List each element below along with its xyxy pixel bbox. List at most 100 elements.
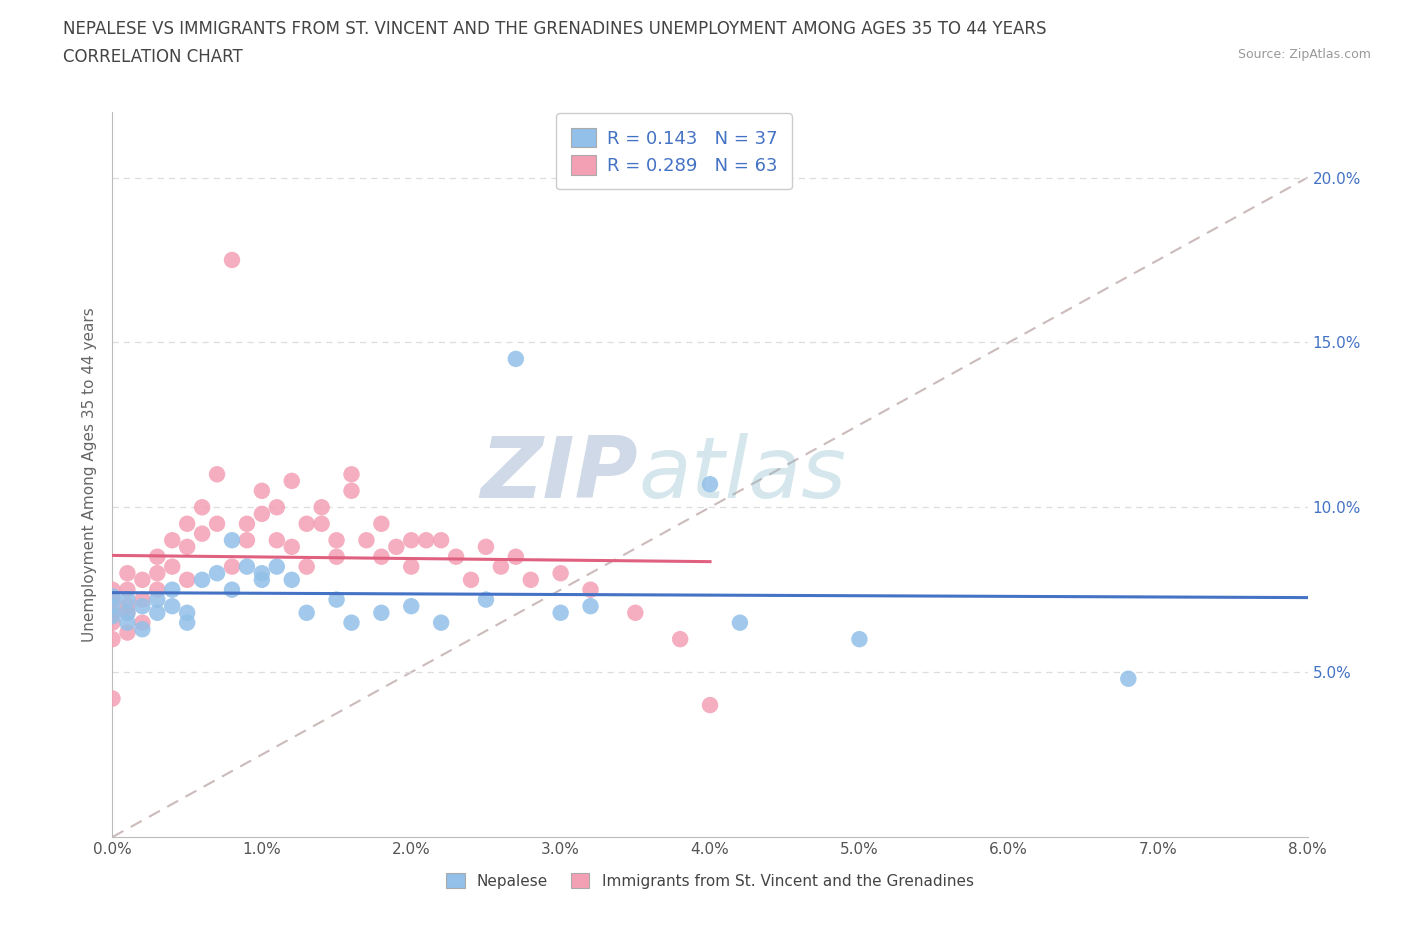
Point bbox=[579, 582, 602, 597]
Point bbox=[117, 605, 139, 620]
Point bbox=[205, 565, 228, 580]
Point bbox=[236, 516, 259, 531]
Point bbox=[162, 582, 183, 597]
Point bbox=[356, 533, 378, 548]
Point bbox=[191, 572, 214, 587]
Point bbox=[699, 698, 721, 712]
Point bbox=[236, 533, 259, 548]
Point bbox=[131, 622, 153, 637]
Point bbox=[295, 516, 318, 531]
Point bbox=[205, 516, 228, 531]
Point bbox=[162, 559, 183, 574]
Point bbox=[266, 533, 288, 548]
Point bbox=[101, 592, 124, 607]
Point bbox=[728, 616, 751, 631]
Point bbox=[221, 582, 243, 597]
Point bbox=[101, 582, 124, 597]
Point bbox=[117, 582, 139, 597]
Point bbox=[101, 616, 124, 631]
Point bbox=[250, 507, 273, 522]
Point bbox=[430, 533, 453, 548]
Point bbox=[205, 467, 228, 482]
Point bbox=[281, 572, 304, 587]
Point bbox=[340, 616, 363, 631]
Point bbox=[325, 550, 347, 565]
Point bbox=[520, 572, 543, 587]
Point bbox=[131, 572, 153, 587]
Point bbox=[1118, 671, 1140, 686]
Point bbox=[250, 572, 273, 587]
Point bbox=[176, 572, 198, 587]
Text: CORRELATION CHART: CORRELATION CHART bbox=[63, 48, 243, 66]
Point bbox=[325, 533, 347, 548]
Point bbox=[848, 631, 870, 646]
Point bbox=[146, 550, 169, 565]
Point bbox=[281, 539, 304, 554]
Point bbox=[415, 533, 437, 548]
Text: ZIP: ZIP bbox=[481, 432, 638, 516]
Point bbox=[176, 616, 198, 631]
Point bbox=[340, 467, 363, 482]
Point bbox=[505, 550, 527, 565]
Point bbox=[505, 352, 527, 366]
Point bbox=[401, 559, 423, 574]
Point bbox=[146, 605, 169, 620]
Point bbox=[131, 616, 153, 631]
Point bbox=[325, 592, 347, 607]
Point bbox=[117, 599, 139, 614]
Point bbox=[236, 559, 259, 574]
Point bbox=[117, 616, 139, 631]
Point bbox=[176, 539, 198, 554]
Point bbox=[311, 499, 333, 514]
Point bbox=[117, 605, 139, 620]
Point bbox=[101, 599, 124, 614]
Point bbox=[460, 572, 482, 587]
Point bbox=[370, 516, 392, 531]
Point bbox=[221, 533, 243, 548]
Point bbox=[444, 550, 467, 565]
Point bbox=[401, 599, 423, 614]
Point bbox=[295, 605, 318, 620]
Point bbox=[101, 631, 124, 646]
Point bbox=[370, 605, 392, 620]
Point bbox=[550, 605, 572, 620]
Point bbox=[266, 559, 288, 574]
Point bbox=[221, 559, 243, 574]
Point bbox=[117, 565, 139, 580]
Point bbox=[131, 599, 153, 614]
Point bbox=[550, 565, 572, 580]
Point bbox=[101, 605, 124, 620]
Point bbox=[176, 605, 198, 620]
Point bbox=[475, 592, 498, 607]
Legend: Nepalese, Immigrants from St. Vincent and the Grenadines: Nepalese, Immigrants from St. Vincent an… bbox=[440, 867, 980, 895]
Point bbox=[311, 516, 333, 531]
Point bbox=[191, 499, 214, 514]
Point bbox=[266, 499, 288, 514]
Point bbox=[101, 589, 124, 604]
Point bbox=[162, 533, 183, 548]
Point bbox=[146, 565, 169, 580]
Text: atlas: atlas bbox=[638, 432, 846, 516]
Point bbox=[250, 565, 273, 580]
Point bbox=[221, 253, 243, 268]
Y-axis label: Unemployment Among Ages 35 to 44 years: Unemployment Among Ages 35 to 44 years bbox=[82, 307, 97, 642]
Point bbox=[624, 605, 647, 620]
Text: Source: ZipAtlas.com: Source: ZipAtlas.com bbox=[1237, 48, 1371, 61]
Point bbox=[699, 477, 721, 492]
Point bbox=[117, 625, 139, 640]
Point bbox=[131, 592, 153, 607]
Point bbox=[191, 526, 214, 541]
Text: NEPALESE VS IMMIGRANTS FROM ST. VINCENT AND THE GRENADINES UNEMPLOYMENT AMONG AG: NEPALESE VS IMMIGRANTS FROM ST. VINCENT … bbox=[63, 20, 1047, 38]
Point bbox=[146, 592, 169, 607]
Point bbox=[669, 631, 692, 646]
Point bbox=[281, 473, 304, 488]
Point bbox=[176, 516, 198, 531]
Point bbox=[250, 484, 273, 498]
Point bbox=[146, 582, 169, 597]
Point bbox=[340, 484, 363, 498]
Point bbox=[101, 608, 124, 623]
Point bbox=[385, 539, 408, 554]
Point bbox=[489, 559, 512, 574]
Point bbox=[370, 550, 392, 565]
Point bbox=[162, 599, 183, 614]
